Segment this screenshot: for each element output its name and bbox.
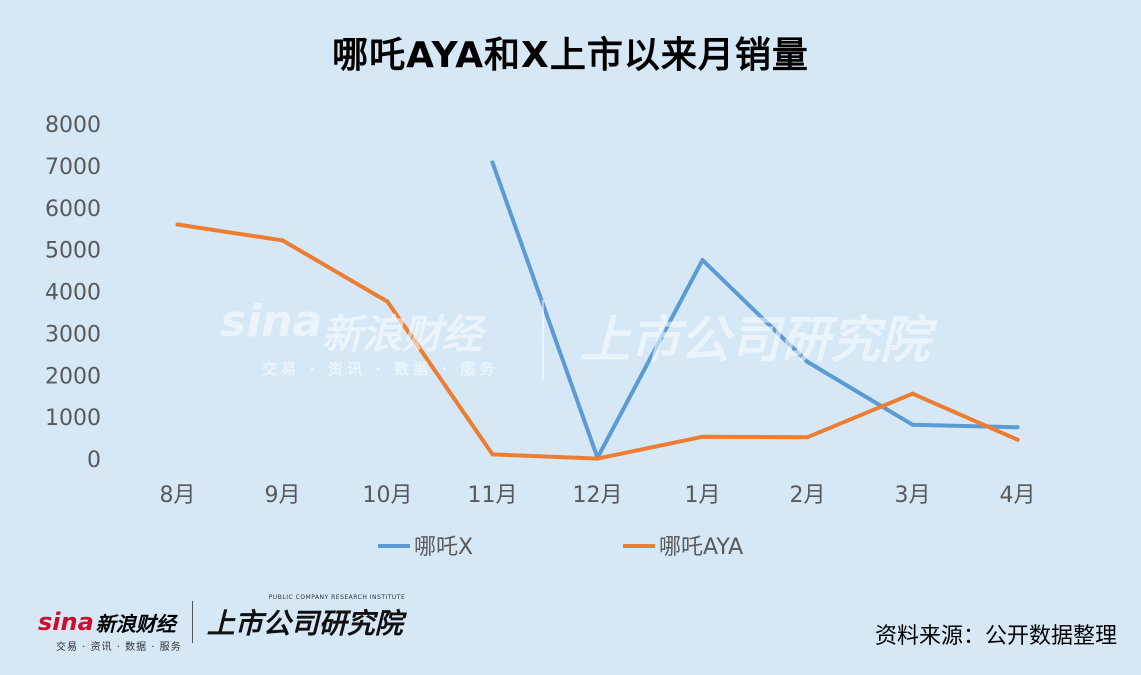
institute-logo: 上市公司研究院 PUBLIC COMPANY RESEARCH INSTITUT… (206, 594, 405, 642)
data-source-note: 资料来源：公开数据整理 (874, 624, 1117, 649)
data-point (175, 222, 180, 227)
data-point (280, 238, 285, 243)
x-tick-label: 11月 (468, 483, 518, 508)
x-tick-label: 9月 (265, 483, 301, 508)
data-point (910, 391, 915, 396)
data-point (1015, 437, 1020, 442)
x-tick-label: 12月 (573, 483, 623, 508)
x-tick-label: 2月 (790, 483, 826, 508)
y-tick-label: 1000 (45, 406, 101, 431)
y-tick-label: 7000 (45, 155, 101, 180)
y-tick-label: 6000 (45, 197, 101, 222)
y-tick-label: 3000 (45, 322, 101, 347)
watermark-divider (542, 300, 544, 380)
data-point (700, 258, 705, 263)
x-tick-label: 10月 (363, 483, 413, 508)
y-tick-label: 2000 (45, 364, 101, 389)
sina-logo-mark: sina (38, 608, 94, 636)
y-tick-label: 8000 (45, 113, 101, 138)
sina-logo-name: 新浪财经 (95, 611, 176, 636)
footer-logo: sina 新浪财经 交易 · 资讯 · 数据 · 服务 上市公司研究院 PUBL… (38, 594, 405, 653)
x-tick-label: 1月 (685, 483, 721, 508)
data-point (490, 452, 495, 457)
legend-label: 哪吒AYA (659, 535, 743, 560)
x-tick-label: 4月 (1000, 483, 1036, 508)
series-line-nezha-x (490, 160, 1020, 460)
logo-divider (191, 601, 193, 643)
sina-logo-subtitle: 交易 · 资讯 · 数据 · 服务 (56, 641, 182, 653)
data-point (700, 434, 705, 439)
series-line-nezha-aya (175, 222, 1020, 461)
data-point (805, 435, 810, 440)
data-point (910, 422, 915, 427)
y-tick-label: 4000 (45, 281, 101, 306)
x-tick-label: 8月 (160, 483, 196, 508)
legend-label: 哪吒X (414, 535, 473, 560)
data-point (1015, 425, 1020, 430)
y-tick-label: 5000 (45, 239, 101, 264)
data-point (595, 456, 600, 461)
x-tick-label: 3月 (895, 483, 931, 508)
y-tick-label: 0 (87, 448, 101, 473)
chart-title: 哪吒AYA和X上市以来月销量 (332, 35, 809, 76)
data-point (490, 160, 495, 165)
data-point (805, 359, 810, 364)
institute-tagline: PUBLIC COMPANY RESEARCH INSTITUTE (268, 594, 406, 601)
data-point (385, 299, 390, 304)
institute-name: 上市公司研究院 (206, 607, 403, 640)
